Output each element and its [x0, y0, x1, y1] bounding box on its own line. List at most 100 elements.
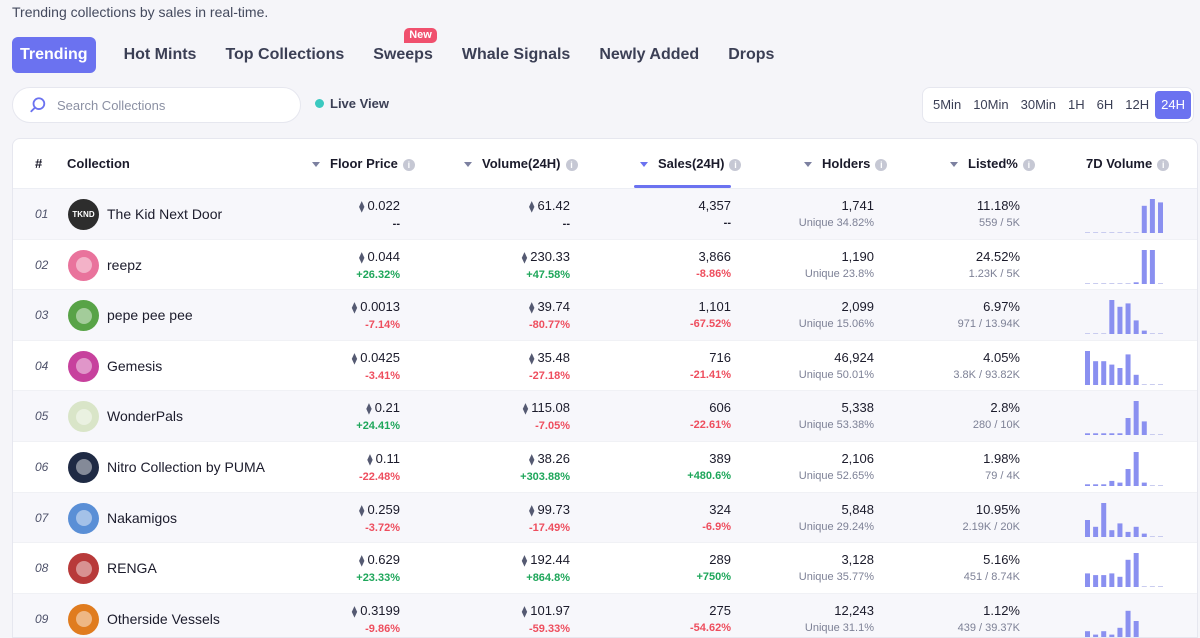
timeframe-6h[interactable]: 6H	[1096, 97, 1114, 112]
collection-avatar[interactable]	[68, 249, 99, 281]
sales-value: 389	[687, 450, 731, 468]
timeframe-30min[interactable]: 30Min	[1020, 97, 1057, 112]
timeframe-5min[interactable]: 5Min	[933, 97, 962, 112]
info-icon[interactable]: i	[402, 158, 415, 171]
sparkline-bar	[1125, 303, 1131, 335]
collection-avatar[interactable]	[68, 300, 99, 332]
sparkline-baseline	[1158, 383, 1163, 385]
column-volume[interactable]: Volume(24H) i	[464, 139, 578, 189]
tab-drops[interactable]: Drops	[714, 37, 788, 73]
eth-icon: ⧫	[351, 302, 358, 315]
collection-name[interactable]: The Kid Next Door	[107, 206, 223, 222]
info-icon[interactable]: i	[729, 158, 742, 171]
table-row[interactable]: 05 WonderPals ⧫ 0.21 +24.41% ⧫ 115.08 -7.05% 606…	[13, 391, 1197, 442]
floor-price-number: 0.0425	[360, 349, 400, 365]
column-floor-price[interactable]: Floor Price i	[312, 139, 415, 189]
sales-change: -67.52%	[690, 318, 731, 331]
sales-change: -8.86%	[696, 267, 731, 280]
eth-icon: ⧫	[529, 302, 535, 315]
collection-name[interactable]: WonderPals	[107, 408, 184, 425]
sparkline-bar	[1093, 360, 1099, 385]
collection-avatar[interactable]	[68, 553, 99, 585]
collection-name[interactable]: Nakamigos	[107, 509, 178, 526]
volume-number: 192.44	[530, 552, 570, 568]
listed-detail: 79 / 4K	[985, 469, 1020, 482]
tab-sweeps[interactable]: Sweeps New	[359, 28, 447, 73]
table-row[interactable]: 09 Otherside Vessels ⧫ 0.3199 -9.86% ⧫ 101.97-…	[13, 593, 1197, 637]
sales-number: 716	[709, 349, 731, 365]
column-holders[interactable]: Holders i	[804, 139, 888, 189]
table-row[interactable]: 02 reepz ⧫ 0.044 +26.32% ⧫ 230.33 +47.58% 3,866-…	[13, 240, 1197, 291]
collection-avatar[interactable]	[68, 401, 99, 433]
eth-icon: ⧫	[529, 352, 535, 365]
column-sales[interactable]: Sales(24H) i	[640, 139, 742, 189]
page-subtitle: Trending collections by sales in real-ti…	[12, 4, 269, 20]
collection-name[interactable]: pepe pee pee	[107, 307, 193, 324]
volume-7d-sparkline	[1085, 300, 1163, 335]
table-row[interactable]: 03 pepe pee pee ⧫ 0.0013 -7.14% ⧫ 39.74 -80.77%…	[13, 290, 1197, 341]
collection-name[interactable]: RENGA	[107, 560, 157, 577]
column-floor-label: Floor Price	[330, 156, 398, 171]
column-sales-label: Sales(24H)	[658, 156, 725, 171]
sparkline-bar	[1093, 433, 1099, 436]
collection-avatar[interactable]	[68, 350, 99, 382]
floor-price-value: ⧫ 0.044	[356, 248, 400, 267]
collection-name[interactable]: reepz	[107, 256, 143, 273]
rank-number: 09	[35, 611, 49, 626]
avatar-image	[75, 408, 92, 425]
tab-top-collections[interactable]: Top Collections	[211, 37, 358, 73]
sparkline-bar	[1133, 281, 1139, 284]
info-icon[interactable]: i	[1022, 158, 1035, 171]
holders: 46,924 Unique 50.01%	[799, 349, 874, 383]
holders: 3,128 Unique 35.77%	[799, 551, 874, 585]
timeframe-12h[interactable]: 12H	[1125, 97, 1150, 112]
table-row[interactable]: 04 Gemesis ⧫ 0.0425 -3.41% ⧫ 35.48 -27.18% 716 -2…	[13, 341, 1197, 392]
timeframe-10min[interactable]: 10Min	[973, 97, 1009, 112]
collection-name[interactable]: Nitro Collection by PUMA	[107, 458, 265, 475]
live-view-toggle[interactable]: Live View	[315, 96, 389, 111]
table-row[interactable]: 07 Nakamigos ⧫ 0.259 -3.72% ⧫ 99.73 -17.49% 324-…	[13, 492, 1197, 544]
eth-icon: ⧫	[351, 605, 358, 618]
info-icon[interactable]: i	[875, 158, 888, 171]
sparkline-bar	[1133, 620, 1139, 637]
collection-name[interactable]: Gemesis	[107, 357, 163, 374]
holders-value: 1,741	[799, 197, 874, 215]
tab-whale-signals[interactable]: Whale Signals	[448, 37, 584, 73]
collection-avatar[interactable]	[68, 502, 99, 534]
collection-avatar[interactable]	[68, 603, 99, 635]
sparkline-bar	[1085, 433, 1090, 436]
timeframe-1h[interactable]: 1H	[1068, 97, 1085, 112]
info-icon[interactable]: i	[565, 158, 578, 171]
holders-number: 46,924	[834, 349, 874, 365]
holders-number: 5,848	[841, 501, 874, 517]
collection-avatar[interactable]	[68, 451, 99, 483]
collection-name[interactable]: Otherside Vessels	[107, 610, 220, 627]
column-listed[interactable]: Listed% i	[950, 139, 1035, 189]
sparkline-bar	[1141, 421, 1147, 436]
timeframe-24h[interactable]: 24H	[1155, 91, 1191, 119]
sparkline-baseline	[1125, 232, 1131, 233]
eth-icon: ⧫	[521, 251, 528, 264]
holders: 1,741 Unique 34.82%	[799, 197, 874, 231]
sparkline-bar	[1125, 354, 1131, 385]
table-row[interactable]: 01 TKND The Kid Next Door ⧫ 0.022 -- ⧫ 61.42 -- 4…	[13, 189, 1197, 240]
search-box[interactable]	[12, 87, 301, 123]
tab-newly-added[interactable]: Newly Added	[585, 37, 713, 73]
volume-change: -27.18%	[529, 369, 570, 382]
eth-icon: ⧫	[521, 555, 528, 568]
info-icon[interactable]: i	[1157, 158, 1170, 171]
tab-hot-mints[interactable]: Hot Mints	[110, 37, 211, 73]
volume-value: ⧫ 230.33	[522, 248, 570, 267]
listed-detail: 439 / 39.37K	[957, 621, 1020, 634]
search-input[interactable]	[57, 97, 277, 113]
holders-number: 2,099	[841, 299, 874, 315]
table-row[interactable]: 08 RENGA ⧫ 0.629 +23.33% ⧫ 192.44 +864.8% 289 +75…	[13, 543, 1197, 594]
volume-7d-sparkline	[1085, 199, 1163, 233]
column-7d-volume[interactable]: 7D Volume i	[1086, 139, 1170, 189]
table-row[interactable]: 06 Nitro Collection by PUMA ⧫ 0.11 -22.48% ⧫ 3…	[13, 442, 1197, 493]
tab-trending[interactable]: Trending	[12, 37, 96, 73]
sparkline-baseline	[1158, 434, 1163, 436]
listed-value: 5.16%	[964, 551, 1020, 569]
collection-avatar[interactable]: TKND	[68, 199, 99, 230]
floor-price-change: --	[392, 218, 400, 230]
